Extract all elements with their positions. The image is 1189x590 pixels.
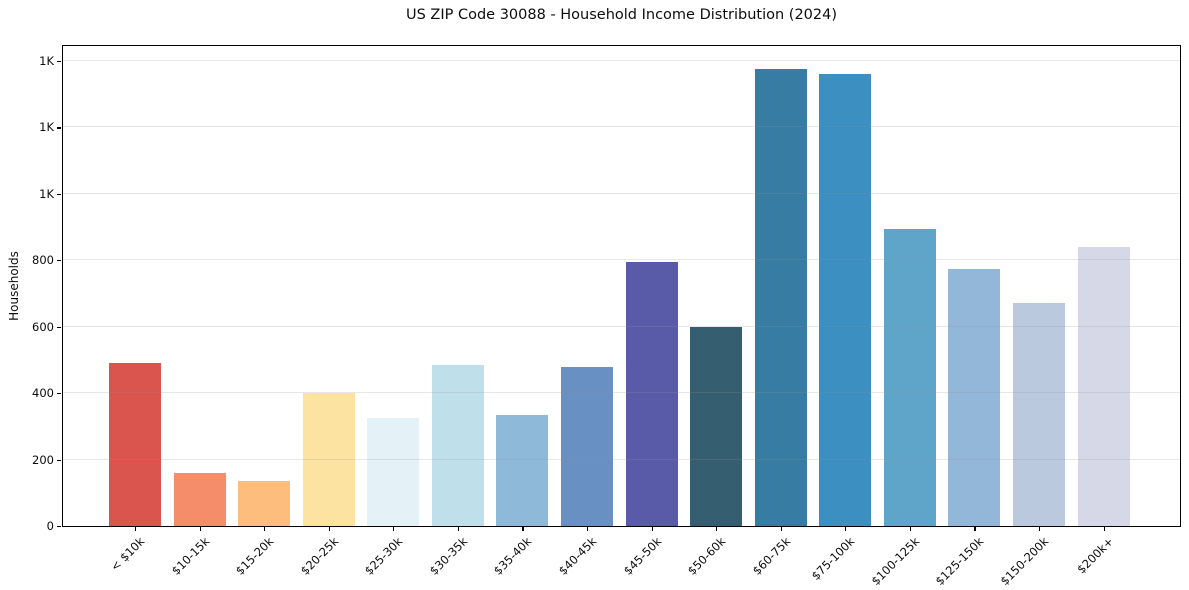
x-tick-mark [716, 527, 718, 531]
bar-9 [690, 326, 743, 526]
gridline-200 [63, 458, 1180, 460]
y-tick-label: 600 [32, 319, 54, 334]
bar-12 [883, 228, 936, 526]
x-tick-mark [1103, 527, 1105, 531]
x-tick-mark [135, 527, 137, 531]
bar-5 [431, 364, 484, 526]
gridline-1000 [63, 192, 1180, 194]
x-tick-mark [845, 527, 847, 531]
x-tick-mark [651, 527, 653, 531]
x-tick-mark [264, 527, 266, 531]
bar-13 [948, 268, 1001, 526]
gridline-1200 [63, 126, 1180, 128]
bar-7 [560, 366, 613, 526]
y-tick-mark [57, 60, 61, 63]
y-tick-label: 1K [39, 186, 54, 201]
bar-15 [1077, 246, 1130, 526]
x-tick-mark [522, 527, 524, 531]
x-tick-mark [909, 527, 912, 531]
y-tick-mark [57, 193, 61, 195]
gridline-400 [63, 392, 1180, 394]
gridline-600 [63, 325, 1180, 327]
x-tick-mark [586, 527, 589, 531]
bar-8 [625, 261, 678, 526]
bar-11 [819, 74, 872, 526]
bar-4 [367, 418, 420, 526]
x-tick-mark [1038, 527, 1041, 531]
x-tick-mark [199, 527, 201, 531]
x-tick-mark [328, 527, 330, 531]
bar-0 [109, 363, 161, 526]
bar-6 [496, 414, 549, 526]
x-tick-mark [457, 527, 460, 531]
x-tick-mark [974, 527, 976, 531]
y-tick-mark [57, 393, 61, 395]
bar-14 [1012, 303, 1065, 526]
y-tick-label: 1K [39, 120, 54, 135]
bar-10 [754, 69, 807, 526]
gridline-800 [63, 259, 1180, 261]
y-tick-label: 1K [39, 53, 54, 68]
y-tick-mark [57, 459, 61, 461]
y-tick-mark [57, 326, 61, 328]
y-tick-label: 0 [46, 519, 54, 533]
bar-3 [302, 393, 355, 526]
y-tick-label: 200 [32, 452, 54, 467]
y-tick-mark [57, 526, 61, 528]
chart-title: US ZIP Code 30088 - Household Income Dis… [405, 7, 838, 23]
y-tick-mark [57, 127, 61, 129]
x-tick-label: < $10k [107, 534, 148, 574]
y-tick-mark [57, 260, 61, 262]
y-tick-label: 800 [32, 253, 54, 268]
x-tick-mark [780, 527, 782, 531]
x-tick-mark [393, 527, 395, 531]
plot-area [62, 45, 1181, 527]
bar-1 [173, 472, 226, 526]
bar-2 [238, 481, 291, 526]
y-tick-label: 400 [32, 386, 54, 401]
gridline-1400 [63, 59, 1180, 61]
